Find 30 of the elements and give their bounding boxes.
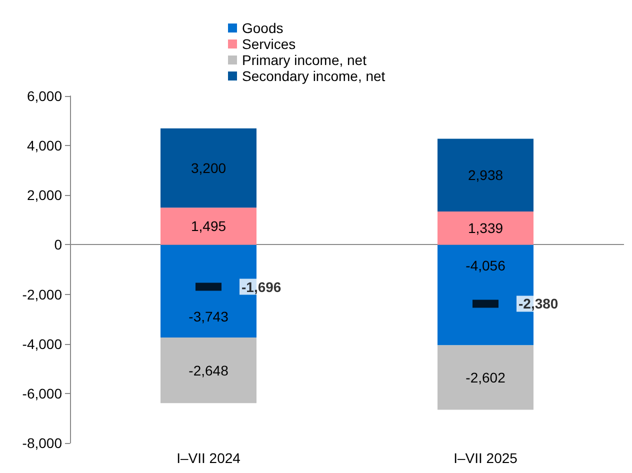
y-tick-label: 4,000 bbox=[26, 138, 62, 154]
y-tick-label: -8,000 bbox=[22, 435, 62, 451]
y-tick-label: -6,000 bbox=[22, 385, 62, 402]
legend-label: Services bbox=[242, 36, 296, 52]
y-tick-label: 6,000 bbox=[26, 88, 62, 104]
y-tick-label: 0 bbox=[54, 236, 62, 253]
data-label: -1,696 bbox=[242, 278, 282, 295]
data-label: 1,495 bbox=[190, 218, 226, 234]
data-label: 1,339 bbox=[468, 220, 504, 236]
data-label: -4,056 bbox=[466, 258, 506, 274]
x-tick-label: I–VII 2025 bbox=[454, 450, 518, 466]
x-tick-label: I–VII 2024 bbox=[176, 450, 241, 466]
bar bbox=[438, 345, 534, 410]
y-tick-label: 2,000 bbox=[26, 187, 62, 204]
legend-label: Goods bbox=[242, 20, 284, 36]
legend-label: Primary income, net bbox=[242, 52, 367, 68]
data-label: -3,743 bbox=[188, 308, 229, 324]
data-label: -2,380 bbox=[518, 296, 558, 312]
bar bbox=[160, 128, 256, 208]
y-tick-label: -2,000 bbox=[22, 286, 62, 302]
bar bbox=[160, 337, 256, 404]
data-label: 2,938 bbox=[468, 167, 504, 184]
bar bbox=[438, 212, 534, 245]
y-tick-label: -4,000 bbox=[22, 336, 62, 352]
legend-label: Secondary income, net bbox=[242, 68, 386, 84]
data-label: -2,648 bbox=[188, 362, 229, 378]
data-label: 3,200 bbox=[190, 160, 226, 176]
bar bbox=[438, 138, 534, 212]
data-label: -2,602 bbox=[466, 369, 506, 386]
bar bbox=[160, 208, 256, 245]
